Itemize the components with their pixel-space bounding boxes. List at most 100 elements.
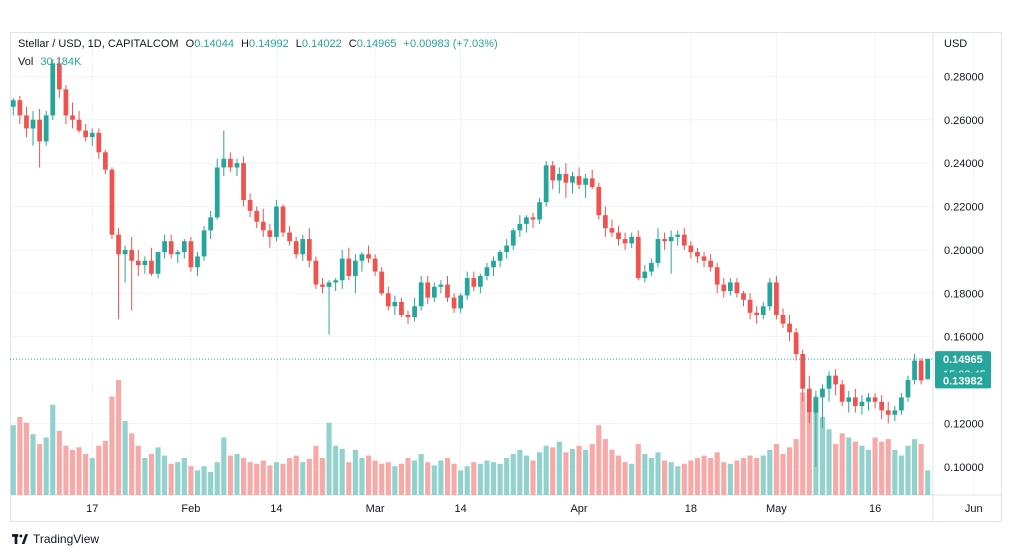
candle-body [925,359,931,380]
volume-bar [537,452,543,495]
low-tag-value: 0.13982 [943,375,983,387]
candle-body [649,262,654,272]
y-tick-label: 0.20000 [944,245,984,257]
volume-bar [37,444,43,495]
candle-body [385,293,391,307]
y-tick-label: 0.18000 [944,288,984,300]
volume-bar [918,444,924,495]
volume-bar [550,447,556,495]
volume-bar [865,449,872,495]
candle-body [313,260,319,285]
volume-bar [602,439,608,495]
volume-bar [135,445,141,495]
candle-body [149,260,154,274]
candle-body [392,301,398,307]
volume-bar [392,466,398,495]
candle-body [714,267,720,285]
volume-bar [911,439,918,495]
volume-bar [819,416,826,495]
volume-bar [431,465,437,495]
candle-body [609,228,615,233]
footer[interactable]: TradingView [12,532,99,546]
candle-body [793,332,799,355]
candle-body [800,354,806,389]
candle-body [76,119,82,131]
volume-bar [675,466,681,495]
volume-bar [438,460,444,495]
volume-bar [925,470,931,495]
x-tick-label: 17 [86,503,98,515]
volume-bar [89,458,95,495]
volume-bar [563,452,569,495]
candle-body [418,282,424,307]
volume-bar [694,458,701,495]
candle-body [431,286,437,298]
candle-body [412,306,417,318]
volume-bar [326,422,332,495]
volume-bar [872,437,878,495]
candle-body [168,241,174,255]
candle-body [228,158,233,168]
volume-bar [655,452,661,495]
volume-bar [412,460,418,495]
volume-legend: Vol 30.184K [18,56,85,68]
volume-bar [576,445,582,495]
candle-body [681,234,687,246]
candle-body [721,284,727,292]
volume-bar [240,458,247,495]
volume-bar [898,455,904,495]
x-tick-label: 18 [685,503,697,515]
volume-bar [622,462,628,495]
candle-body [820,388,825,398]
candle-body [524,217,529,224]
volume-bar [734,460,740,495]
chart-svg[interactable]: USD 0.28000 0.26000 0.24000 0.22000 0.20000 0.… [0,0,1012,530]
volume-bar [385,462,391,495]
candle-body [477,275,483,287]
volume-bar [747,455,753,495]
candle-body [214,167,220,218]
candle-body [464,278,470,296]
volume-bar [826,429,832,495]
candle-body [188,241,194,268]
tradingview-logo-icon [12,533,28,544]
volume-bar [168,463,174,495]
volume-bar [405,458,411,495]
candle-body [517,223,523,231]
candle-body [741,293,746,300]
volume-bar [319,458,326,495]
candle-body [556,173,562,181]
candle-body [826,375,832,389]
volume-bar [504,458,510,495]
candle-body [103,152,108,170]
volume-bar [247,462,253,495]
volume-bar [148,453,155,495]
volume-bar [208,472,214,495]
candle-body [583,178,588,185]
x-tick-label: Feb [181,503,200,515]
volume-bar [175,462,181,495]
candle-body [622,239,628,244]
volume-bar [583,449,589,495]
candle-body [668,236,674,242]
candle-body [195,256,200,268]
volume-bar [530,460,536,495]
candle-body [221,158,227,168]
candle-body [162,241,167,253]
volume-bar [688,460,694,495]
volume-bar [313,445,319,495]
candle-body [905,380,911,398]
candle-body [300,239,306,255]
candle-body [379,271,385,294]
candle-body [734,282,740,294]
volume-bar [43,437,49,495]
candle-body [589,178,595,187]
candle-body [280,206,286,233]
volume-bar [477,463,483,495]
volume-bar [800,392,806,495]
x-tick-label: Jun [965,503,983,515]
candle-body [596,187,602,216]
candle-body [602,215,608,229]
candle-body [504,245,510,253]
volume-bar [372,460,378,495]
